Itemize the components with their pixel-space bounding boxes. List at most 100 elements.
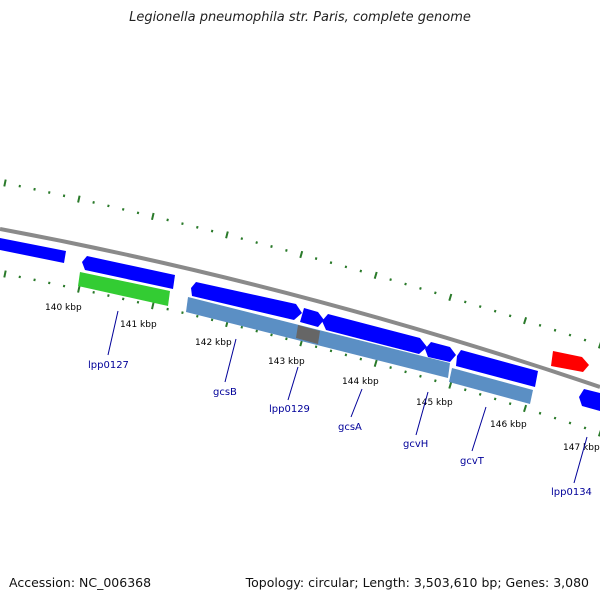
minor-tick bbox=[344, 265, 348, 269]
minor-tick bbox=[255, 329, 258, 333]
minor-tick bbox=[196, 314, 199, 318]
minor-tick bbox=[508, 402, 512, 406]
minor-tick bbox=[493, 309, 497, 313]
major-tick bbox=[3, 270, 7, 278]
cds-arrow-lpp0129[interactable] bbox=[300, 308, 324, 327]
major-tick bbox=[448, 381, 453, 389]
minor-tick bbox=[434, 379, 437, 383]
major-tick bbox=[3, 179, 7, 187]
ruler-label: 142 kbp bbox=[195, 338, 232, 348]
cds-arrow-gcvT[interactable] bbox=[456, 350, 538, 387]
minor-tick bbox=[538, 411, 542, 415]
minor-tick bbox=[18, 275, 21, 279]
major-tick bbox=[225, 231, 229, 239]
minor-tick bbox=[508, 314, 512, 318]
major-tick bbox=[77, 195, 81, 203]
gene-leader-lpp0134 bbox=[573, 436, 588, 484]
gene-label[interactable]: lpp0129 bbox=[269, 404, 310, 415]
gene-leader-lpp0127 bbox=[107, 310, 119, 356]
minor-tick bbox=[270, 245, 273, 248]
minor-tick bbox=[255, 241, 258, 244]
minor-tick bbox=[33, 187, 36, 191]
minor-tick bbox=[121, 207, 125, 211]
minor-tick bbox=[389, 278, 392, 282]
minor-tick bbox=[329, 349, 333, 353]
minor-tick bbox=[493, 397, 497, 401]
cds-arrow-lpp0126[interactable] bbox=[82, 256, 175, 289]
gene-label[interactable]: gcsA bbox=[338, 422, 362, 433]
minor-tick bbox=[463, 388, 467, 392]
gene-label[interactable]: lpp0127 bbox=[88, 360, 129, 371]
ruler-label: 143 kbp bbox=[268, 357, 305, 367]
gene-label[interactable]: gcvH bbox=[403, 439, 428, 450]
gene-leaders bbox=[107, 310, 588, 484]
ruler-label: 147 kbp bbox=[563, 443, 600, 453]
minor-tick bbox=[121, 297, 125, 301]
major-tick bbox=[373, 359, 378, 367]
major-tick bbox=[373, 271, 378, 279]
minor-tick bbox=[434, 291, 437, 295]
cds-arrow-gcsB[interactable] bbox=[191, 282, 302, 320]
gene-leader-gcvH bbox=[415, 391, 429, 436]
minor-tick bbox=[285, 337, 288, 341]
minor-tick bbox=[404, 282, 407, 286]
major-tick bbox=[523, 316, 528, 325]
feature-track bbox=[0, 238, 600, 411]
operon-bars bbox=[186, 297, 533, 404]
cds-arrow-left-edge[interactable] bbox=[0, 238, 66, 263]
minor-tick bbox=[33, 278, 36, 282]
minor-tick bbox=[48, 281, 51, 285]
minor-tick bbox=[136, 211, 140, 215]
minor-tick bbox=[181, 222, 184, 226]
minor-tick bbox=[329, 261, 333, 265]
minor-tick bbox=[553, 328, 557, 332]
gene-leader-gcsA bbox=[350, 388, 363, 418]
minor-tick bbox=[583, 426, 587, 430]
minor-tick bbox=[285, 249, 288, 252]
minor-tick bbox=[538, 323, 542, 327]
minor-tick bbox=[344, 353, 348, 357]
minor-tick bbox=[136, 300, 140, 304]
minor-tick bbox=[553, 416, 557, 420]
operon-bar-2[interactable] bbox=[449, 368, 533, 404]
minor-tick bbox=[62, 284, 66, 288]
cds-arrow-gcsA[interactable] bbox=[322, 314, 427, 354]
gene-leader-lpp0129 bbox=[287, 366, 299, 401]
map-title: Legionella pneumophila str. Paris, compl… bbox=[129, 10, 471, 25]
cds-arrow-gcvH[interactable] bbox=[425, 342, 456, 362]
minor-tick bbox=[240, 325, 244, 329]
minor-tick bbox=[210, 318, 214, 322]
major-tick bbox=[77, 285, 81, 293]
minor-tick bbox=[166, 307, 169, 311]
minor-tick bbox=[166, 218, 169, 222]
major-tick bbox=[597, 429, 600, 437]
minor-tick bbox=[478, 392, 482, 396]
major-tick bbox=[448, 293, 453, 301]
minor-tick bbox=[107, 204, 110, 208]
major-tick bbox=[597, 341, 600, 349]
minor-tick bbox=[18, 184, 21, 188]
rrna-feature[interactable] bbox=[78, 272, 170, 306]
genome-summary-text: Topology: circular; Length: 3,503,610 bp… bbox=[245, 575, 589, 590]
minor-tick bbox=[270, 333, 273, 337]
gene-label[interactable]: gcsB bbox=[213, 387, 237, 398]
minor-tick bbox=[478, 305, 482, 309]
minor-tick bbox=[463, 300, 467, 304]
gene-label[interactable]: gcvT bbox=[460, 456, 485, 467]
minor-tick bbox=[181, 311, 184, 315]
minor-tick bbox=[419, 287, 422, 290]
minor-tick bbox=[48, 191, 51, 194]
ruler-label: 140 kbp bbox=[45, 303, 82, 313]
ruler-label: 144 kbp bbox=[342, 377, 379, 387]
ruler-labels: 140 kbp 141 kbp 142 kbp 143 kbp 144 kbp … bbox=[45, 303, 600, 453]
minor-tick bbox=[359, 357, 363, 361]
gene-leader-gcvT bbox=[471, 406, 487, 452]
operon-dark-segment bbox=[296, 325, 320, 344]
outer-tick-marks bbox=[3, 179, 600, 349]
cds-arrow-lpp0134[interactable] bbox=[579, 389, 600, 411]
minor-tick bbox=[196, 225, 199, 229]
gene-label[interactable]: lpp0134 bbox=[551, 487, 592, 498]
gene-labels: lpp0127 gcsB lpp0129 gcsA gcvH gcvT lpp0… bbox=[88, 360, 592, 498]
minor-tick bbox=[568, 333, 572, 337]
cds-arrow-lpp0133[interactable] bbox=[551, 351, 589, 372]
